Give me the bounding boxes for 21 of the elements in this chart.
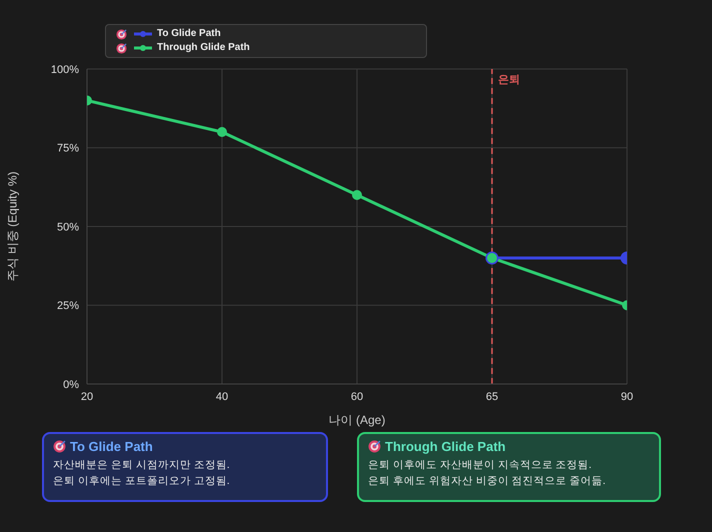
x-tick-label: 20 — [80, 390, 94, 403]
legend-label: To Glide Path — [157, 28, 221, 40]
y-tick-label: 50% — [56, 221, 80, 234]
text: Through Glide Path — [385, 439, 506, 454]
text: 자산배분은 은퇴 시점까지만 조정됨. — [53, 458, 231, 473]
y-tick-label: 75% — [56, 142, 80, 155]
y-tick-label: 0% — [63, 378, 80, 391]
text: 은퇴 이후에도 자산배분이 지속적으로 조정됨. — [368, 458, 593, 473]
text: To Glide Path — [70, 439, 153, 454]
text: 은퇴 이후에는 포트폴리오가 고정됨. — [53, 474, 231, 489]
x-tick-label: 40 — [216, 390, 228, 403]
text: 은퇴 후에도 위험자산 비중이 점진적으로 줄어듦. — [368, 474, 607, 489]
legend-label: Through Glide Path — [157, 42, 250, 54]
ref-line-label: 은퇴 — [498, 74, 520, 86]
x-tick-label: 90 — [620, 390, 634, 403]
y-tick-label: 100% — [50, 64, 80, 76]
y-axis-title: 주식 비중 (Equity %) — [5, 171, 20, 282]
x-axis-title: 나이 (Age) — [328, 413, 386, 427]
x-tick-label: 60 — [350, 390, 364, 403]
x-tick-label: 65 — [486, 390, 498, 403]
y-tick-label: 25% — [56, 300, 80, 312]
